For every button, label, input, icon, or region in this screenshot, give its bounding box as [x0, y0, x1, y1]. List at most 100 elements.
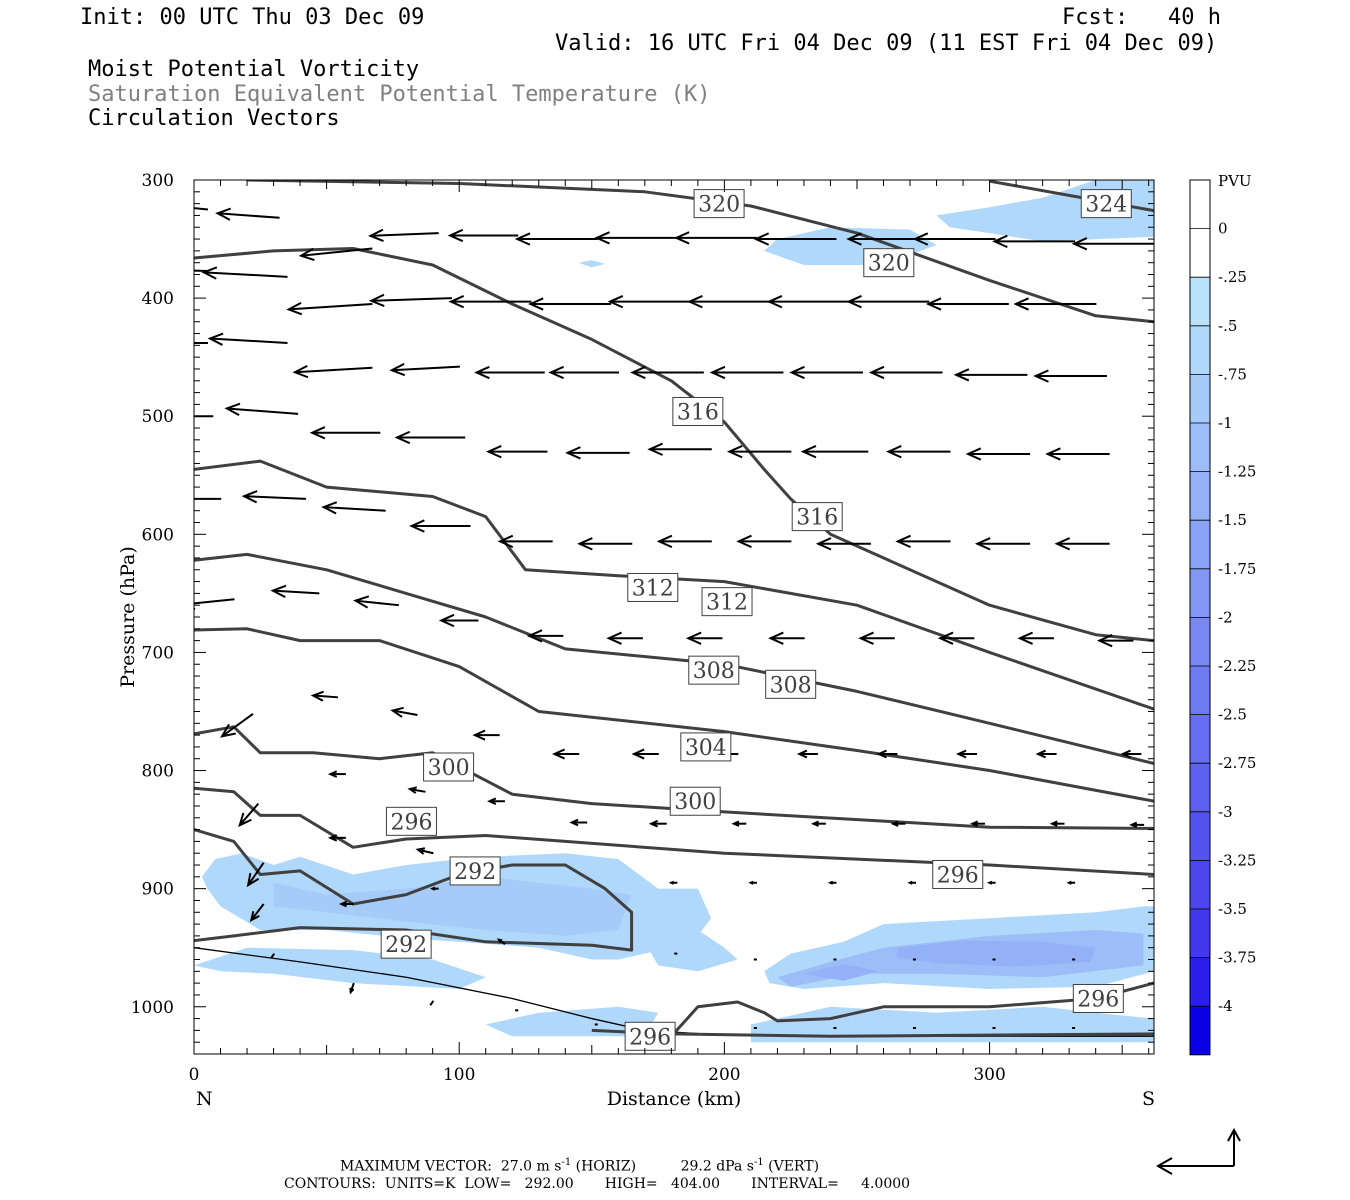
- vector-head: [201, 266, 218, 280]
- circulation-vector: [241, 490, 307, 504]
- vector-head: [631, 748, 645, 760]
- contour-label: 308: [688, 655, 740, 685]
- y-axis-label: Pressure (hPa): [117, 546, 139, 688]
- vector-head: [1045, 447, 1061, 461]
- vector-head: [514, 232, 531, 246]
- vector-head: [286, 302, 303, 316]
- vector-head: [687, 295, 703, 309]
- circulation-vector: [789, 365, 863, 380]
- vector-head: [496, 938, 503, 944]
- contour-label-box: [932, 859, 984, 889]
- contour-296: [670, 981, 1154, 1038]
- circulation-vector: [912, 232, 996, 246]
- vector-head: [1013, 297, 1029, 311]
- contour-label-text: 308: [693, 659, 735, 684]
- circulation-vector: [327, 834, 346, 842]
- vector-shaft: [217, 212, 280, 219]
- vector-head: [846, 295, 862, 309]
- vector-head: [310, 690, 324, 702]
- contour-label-text: 312: [632, 576, 674, 601]
- circulation-vector: [220, 713, 254, 738]
- contour-label-text: 316: [677, 400, 719, 425]
- vector-head: [846, 232, 862, 246]
- pv-region: [578, 260, 605, 268]
- vector-head: [876, 749, 887, 759]
- circulation-vector: [548, 365, 620, 380]
- vector-shaft: [194, 207, 209, 211]
- vert-value: 29.2 dPa s: [680, 1158, 754, 1175]
- vector-head: [970, 820, 979, 827]
- vector-head: [438, 613, 455, 628]
- circulation-vector: [224, 402, 299, 416]
- colorbar-label: 0: [1218, 220, 1228, 238]
- pv-region: [273, 876, 632, 936]
- contour-label: 312: [701, 587, 753, 617]
- y-tick-label: 400: [142, 289, 174, 309]
- vector-head: [925, 297, 942, 311]
- vector-shaft: [391, 365, 460, 372]
- circulation-vector: [685, 631, 723, 645]
- vector-head: [577, 537, 593, 551]
- vector-shaft: [270, 953, 276, 959]
- vector-shaft: [294, 366, 373, 374]
- contour-label-text: 296: [937, 863, 979, 888]
- circulation-vector: [327, 770, 346, 778]
- vector-head: [338, 900, 347, 908]
- circulation-vector: [726, 445, 792, 459]
- circulation-vector: [270, 584, 320, 599]
- circulation-vector: [895, 534, 951, 549]
- vector-shaft: [247, 862, 265, 886]
- vert-unit: (VERT): [768, 1158, 820, 1175]
- circulation-vector: [974, 537, 1031, 551]
- circulation-vector: [858, 631, 895, 645]
- vector-shaft: [288, 303, 373, 311]
- contour-label: 324: [1080, 189, 1132, 219]
- circulation-vector: [496, 938, 506, 945]
- circulation-vector: [748, 880, 757, 885]
- circulation-vector: [514, 232, 598, 246]
- circulation-vector: [656, 534, 712, 549]
- vector-shaft: [221, 713, 254, 738]
- vector-head: [668, 880, 675, 885]
- y-tick-label: 800: [142, 762, 174, 782]
- contour-label-box: [1072, 983, 1124, 1013]
- pv-region: [803, 964, 879, 981]
- title-line-1: Moist Potential Vorticity: [88, 57, 420, 82]
- title-line-3: Circulation Vectors: [88, 106, 340, 131]
- circulation-vector: [986, 880, 996, 885]
- colorbar-swatch: [1190, 860, 1210, 909]
- contour-304: [194, 627, 1154, 803]
- y-tick-label: 900: [142, 880, 174, 900]
- circulation-vector: [286, 302, 373, 316]
- colorbar-label: -3.75: [1218, 949, 1256, 967]
- vector-head: [1066, 880, 1072, 885]
- title-line-2: Saturation Equivalent Potential Temperat…: [88, 82, 711, 107]
- colorbar-swatch: [1190, 325, 1210, 375]
- contour-label: 320: [863, 248, 915, 278]
- circulation-vector: [953, 368, 1028, 382]
- circulation-vector: [594, 231, 678, 245]
- colorbar-swatch: [1190, 666, 1210, 715]
- contour-label-box: [791, 502, 843, 532]
- vector-head: [327, 770, 338, 778]
- vector-head: [907, 880, 913, 885]
- vector-head: [789, 365, 805, 380]
- vector-head: [965, 447, 982, 461]
- circulation-vector: [310, 690, 338, 702]
- vector-shaft: [409, 788, 426, 793]
- contour-label-text: 324: [1085, 193, 1127, 218]
- contour-312: [194, 459, 1154, 711]
- circulation-vector: [736, 534, 792, 549]
- circulation-vector: [569, 818, 588, 827]
- circulation-vector: [194, 269, 208, 272]
- circulation-vector: [630, 365, 704, 380]
- contour-320: [246, 180, 1154, 324]
- vector-head: [992, 234, 1008, 249]
- circulation-vector: [1066, 880, 1076, 885]
- circulation-vector: [474, 365, 545, 380]
- circulation-vector: [194, 341, 208, 344]
- vector-head: [569, 818, 579, 827]
- contour-label-box: [688, 655, 740, 685]
- y-tick-label: 1000: [131, 998, 174, 1018]
- colorbar-swatch: [1190, 180, 1210, 229]
